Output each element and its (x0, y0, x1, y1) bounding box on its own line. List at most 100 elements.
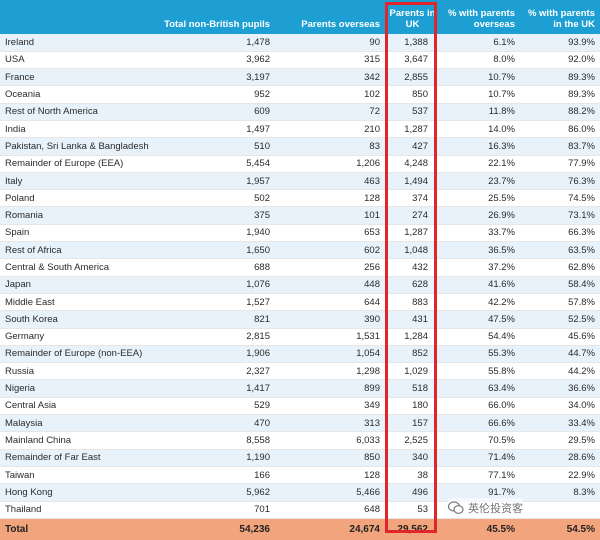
row-pct-overseas: 37.2% (440, 258, 520, 277)
header-pct-in-uk: % with parents in the UK (520, 0, 600, 34)
row-pct-in-uk: 62.8% (520, 258, 600, 277)
row-parents-overseas: 128 (275, 466, 385, 485)
row-pct-in-uk: 29.5% (520, 431, 600, 450)
row-region: Ireland (0, 34, 160, 52)
row-region: Rest of North America (0, 103, 160, 121)
table-row: Pakistan, Sri Lanka & Bangladesh 510 83 427… (0, 137, 600, 156)
row-pct-in-uk: 28.6% (520, 449, 600, 467)
table-row: Germany 2,815 1,531 1,284 54.4% 45.6% (0, 328, 600, 346)
row-region: Italy (0, 172, 160, 191)
row-pct-overseas: 41.6% (440, 276, 520, 294)
row-pct-in-uk: 73.1% (520, 206, 600, 225)
row-pct-overseas: 66.6% (440, 414, 520, 433)
row-total-non-british: 529 (160, 397, 275, 416)
row-parents-overseas: 342 (275, 68, 385, 87)
wechat-icon (448, 501, 464, 514)
header-region (0, 0, 160, 34)
row-parents-in-uk: 518 (385, 379, 440, 398)
header-parents-overseas: Parents overseas (275, 0, 385, 34)
row-pct-in-uk: 89.3% (520, 68, 600, 87)
row-total-non-british: 1,650 (160, 241, 275, 260)
row-total-non-british: 2,327 (160, 362, 275, 381)
row-total-non-british: 3,197 (160, 68, 275, 87)
row-pct-overseas: 33.7% (440, 224, 520, 243)
row-region: Mainland China (0, 431, 160, 450)
row-parents-overseas: 899 (275, 379, 385, 398)
row-pct-in-uk: 88.2% (520, 103, 600, 121)
row-parents-in-uk: 2,525 (385, 431, 440, 450)
row-total-non-british: 688 (160, 258, 275, 277)
total-label: Total (0, 518, 160, 540)
row-parents-overseas: 1,298 (275, 362, 385, 381)
table-row: Romania 375 101 274 26.9% 73.1% (0, 206, 600, 225)
row-parents-in-uk: 1,287 (385, 120, 440, 139)
row-pct-in-uk (520, 501, 600, 519)
row-pct-in-uk: 22.9% (520, 466, 600, 485)
row-parents-overseas: 1,054 (275, 345, 385, 364)
table-row: Middle East 1,527 644 883 42.2% 57.8% (0, 293, 600, 312)
row-total-non-british: 952 (160, 85, 275, 104)
row-region: Taiwan (0, 466, 160, 485)
table-row: Remainder of Europe (non-EEA) 1,906 1,054 8… (0, 345, 600, 364)
row-region: Rest of Africa (0, 241, 160, 260)
row-region: Nigeria (0, 379, 160, 398)
row-region: Middle East (0, 293, 160, 312)
row-parents-overseas: 349 (275, 397, 385, 416)
table-row: Central Asia 529 349 180 66.0% 34.0% (0, 397, 600, 416)
row-pct-overseas: 26.9% (440, 206, 520, 225)
row-pct-in-uk: 89.3% (520, 85, 600, 104)
row-total-non-british: 510 (160, 137, 275, 156)
row-total-non-british: 502 (160, 189, 275, 208)
watermark-text: 英伦投资客 (468, 503, 523, 515)
row-region: Remainder of Europe (non-EEA) (0, 345, 160, 364)
row-pct-overseas: 55.3% (440, 345, 520, 364)
row-pct-overseas: 10.7% (440, 68, 520, 87)
row-pct-overseas: 8.0% (440, 51, 520, 70)
row-pct-overseas: 55.8% (440, 362, 520, 381)
row-parents-overseas: 448 (275, 276, 385, 294)
row-pct-in-uk: 66.3% (520, 224, 600, 243)
row-pct-overseas: 66.0% (440, 397, 520, 416)
header-total-non-british: Total non-British pupils (160, 0, 275, 34)
table-row: Hong Kong 5,962 5,466 496 91.7% 8.3% (0, 483, 600, 502)
row-region: Pakistan, Sri Lanka & Bangladesh (0, 137, 160, 156)
row-pct-in-uk: 93.9% (520, 34, 600, 52)
row-total-non-british: 1,417 (160, 379, 275, 398)
row-parents-in-uk: 427 (385, 137, 440, 156)
row-total-non-british: 5,962 (160, 483, 275, 502)
row-region: USA (0, 51, 160, 70)
row-parents-overseas: 1,206 (275, 155, 385, 173)
watermark: 英伦投资客 (448, 498, 523, 518)
row-parents-overseas: 101 (275, 206, 385, 225)
row-parents-in-uk: 2,855 (385, 68, 440, 87)
row-parents-in-uk: 38 (385, 466, 440, 485)
row-region: France (0, 68, 160, 87)
row-parents-overseas: 83 (275, 137, 385, 156)
table-row: Ireland 1,478 90 1,388 6.1% 93.9% (0, 34, 600, 52)
row-pct-overseas: 47.5% (440, 310, 520, 329)
row-parents-in-uk: 1,029 (385, 362, 440, 381)
row-region: Hong Kong (0, 483, 160, 502)
table-row: France 3,197 342 2,855 10.7% 89.3% (0, 68, 600, 87)
row-parents-overseas: 256 (275, 258, 385, 277)
row-total-non-british: 1,497 (160, 120, 275, 139)
row-total-non-british: 1,906 (160, 345, 275, 364)
row-pct-in-uk: 45.6% (520, 328, 600, 346)
row-region: Romania (0, 206, 160, 225)
table-row: Poland 502 128 374 25.5% 74.5% (0, 189, 600, 208)
row-parents-overseas: 313 (275, 414, 385, 433)
row-parents-in-uk: 1,048 (385, 241, 440, 260)
table-row: USA 3,962 315 3,647 8.0% 92.0% (0, 51, 600, 70)
row-parents-in-uk: 432 (385, 258, 440, 277)
row-parents-overseas: 90 (275, 34, 385, 52)
row-region: Japan (0, 276, 160, 294)
row-parents-overseas: 6,033 (275, 431, 385, 450)
row-total-non-british: 821 (160, 310, 275, 329)
row-pct-overseas: 63.4% (440, 379, 520, 398)
row-pct-overseas: 54.4% (440, 328, 520, 346)
row-pct-overseas: 70.5% (440, 431, 520, 450)
row-parents-in-uk: 180 (385, 397, 440, 416)
row-pct-in-uk: 57.8% (520, 293, 600, 312)
header-pct-overseas: % with parents overseas (440, 0, 520, 34)
